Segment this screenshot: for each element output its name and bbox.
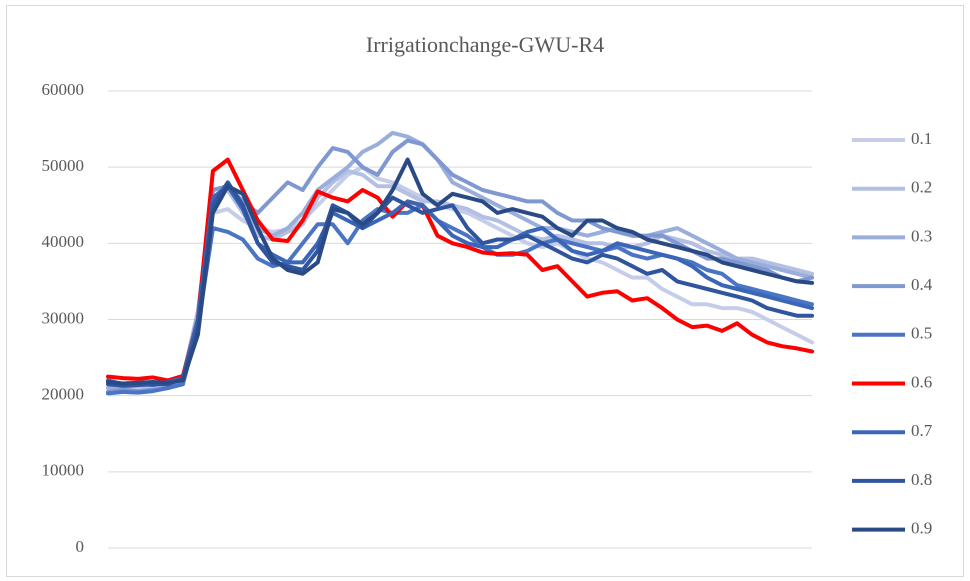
legend-label: 0.3 (911, 226, 932, 245)
y-tick-label: 0 (76, 537, 85, 556)
legend-label: 0.6 (911, 372, 932, 391)
y-tick-label: 20000 (42, 385, 85, 404)
chart-title: Irrigationchange-GWU-R4 (366, 32, 604, 57)
series-line (106, 157, 814, 383)
y-tick-label: 30000 (42, 308, 85, 327)
y-tick-label: 50000 (42, 156, 85, 175)
series-line (106, 165, 814, 391)
y-tick-label: 10000 (42, 461, 85, 480)
series-line (106, 157, 814, 386)
series-line (106, 180, 814, 388)
legend-label: 0.9 (911, 519, 932, 538)
legend-label: 0.7 (911, 421, 933, 440)
legend-label: 0.4 (911, 275, 933, 294)
legend-label: 0.2 (911, 178, 932, 197)
legend-label: 0.1 (911, 129, 932, 148)
series-line (106, 203, 814, 396)
legend-label: 0.5 (911, 324, 932, 343)
legend-label: 0.8 (911, 470, 932, 489)
y-tick-label: 60000 (42, 80, 85, 99)
y-tick-label: 40000 (42, 232, 85, 251)
chart-border (6, 5, 964, 577)
